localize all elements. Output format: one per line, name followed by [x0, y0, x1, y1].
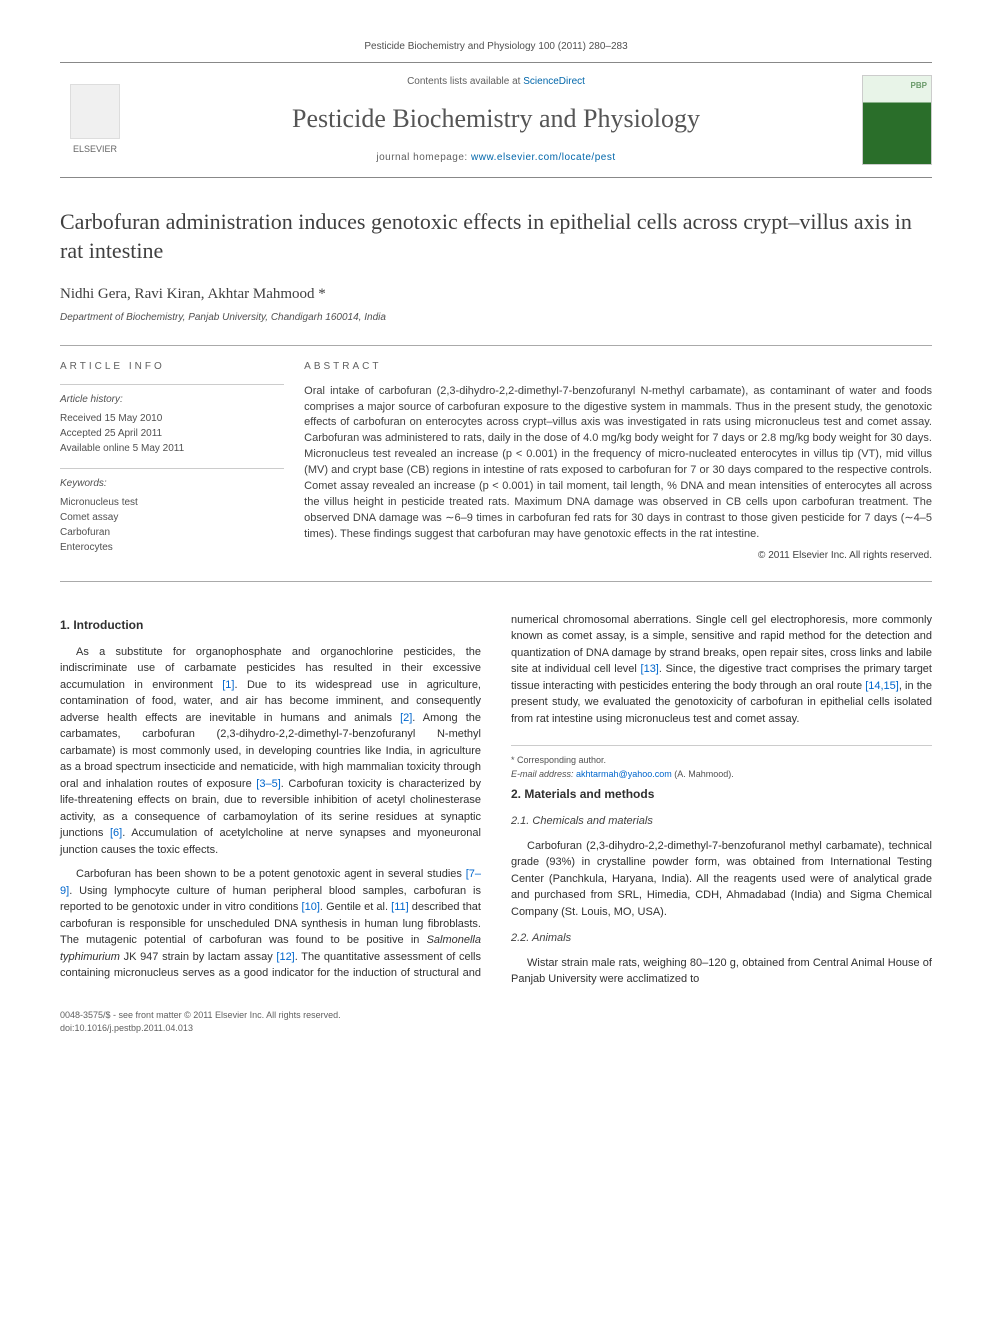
keyword-1: Micronucleus test	[60, 495, 284, 510]
homepage-prefix: journal homepage:	[376, 152, 471, 163]
article-info-label: ARTICLE INFO	[60, 360, 284, 374]
article-authors: Nidhi Gera, Ravi Kiran, Akhtar Mahmood *	[60, 284, 932, 305]
email-label: E-mail address:	[511, 769, 576, 779]
homepage-url[interactable]: www.elsevier.com/locate/pest	[471, 152, 616, 163]
heading-introduction: 1. Introduction	[60, 616, 481, 634]
article-affiliation: Department of Biochemistry, Panjab Unive…	[60, 311, 932, 325]
heading-methods: 2. Materials and methods	[511, 785, 932, 803]
ref-13[interactable]: [13]	[641, 663, 659, 675]
contents-available-line: Contents lists available at ScienceDirec…	[130, 75, 862, 89]
elsevier-tree-icon	[70, 84, 120, 139]
email-line: E-mail address: akhtarmah@yahoo.com (A. …	[511, 768, 932, 782]
article-body: 1. Introduction As a substitute for orga…	[60, 612, 932, 989]
ref-6[interactable]: [6]	[110, 827, 122, 839]
footer-front-matter: 0048-3575/$ - see front matter © 2011 El…	[60, 1009, 932, 1023]
history-available: Available online 5 May 2011	[60, 441, 284, 456]
subheading-animals: 2.2. Animals	[511, 930, 932, 947]
keyword-2: Comet assay	[60, 510, 284, 525]
info-abstract-row: ARTICLE INFO Article history: Received 1…	[60, 345, 932, 582]
history-received: Received 15 May 2010	[60, 411, 284, 426]
contents-prefix: Contents lists available at	[407, 76, 523, 87]
footer-doi: doi:10.1016/j.pestbp.2011.04.013	[60, 1022, 932, 1036]
p2e: JK 947 strain by lactam assay	[120, 951, 276, 963]
journal-name: Pesticide Biochemistry and Physiology	[130, 101, 862, 137]
keywords-heading: Keywords:	[60, 477, 284, 491]
keywords-block: Keywords: Micronucleus test Comet assay …	[60, 468, 284, 555]
keyword-3: Carbofuran	[60, 525, 284, 540]
journal-header-center: Contents lists available at ScienceDirec…	[130, 75, 862, 165]
abstract-column: ABSTRACT Oral intake of carbofuran (2,3-…	[304, 360, 932, 567]
corr-author-line: * Corresponding author.	[511, 754, 932, 768]
elsevier-label: ELSEVIER	[73, 143, 117, 156]
document-footer: 0048-3575/$ - see front matter © 2011 El…	[60, 1009, 932, 1036]
animals-para: Wistar strain male rats, weighing 80–120…	[511, 955, 932, 988]
article-info-column: ARTICLE INFO Article history: Received 1…	[60, 360, 304, 567]
ref-14-15[interactable]: [14,15]	[865, 680, 899, 692]
p1e: . Accumulation of acetylcholine at nerve…	[60, 827, 481, 856]
intro-para-1: As a substitute for organophosphate and …	[60, 644, 481, 859]
ref-3-5[interactable]: [3–5]	[256, 778, 280, 790]
chemicals-para: Carbofuran (2,3-dihydro-2,2-dimethyl-7-b…	[511, 838, 932, 921]
abstract-copyright: © 2011 Elsevier Inc. All rights reserved…	[304, 549, 932, 563]
email-address[interactable]: akhtarmah@yahoo.com	[576, 769, 672, 779]
article-history-block: Article history: Received 15 May 2010 Ac…	[60, 384, 284, 456]
sciencedirect-link[interactable]: ScienceDirect	[523, 76, 585, 87]
p2a: Carbofuran has been shown to be a potent…	[76, 868, 466, 880]
ref-12[interactable]: [12]	[276, 951, 294, 963]
ref-1[interactable]: [1]	[222, 679, 234, 691]
p2c: . Gentile et al.	[320, 901, 391, 913]
elsevier-logo: ELSEVIER	[60, 80, 130, 160]
abstract-text: Oral intake of carbofuran (2,3-dihydro-2…	[304, 384, 932, 543]
journal-homepage-line: journal homepage: www.elsevier.com/locat…	[130, 151, 862, 165]
corresponding-author-footnote: * Corresponding author. E-mail address: …	[511, 745, 932, 781]
email-suffix: (A. Mahmood).	[672, 769, 734, 779]
subheading-chemicals: 2.1. Chemicals and materials	[511, 813, 932, 830]
journal-cover-thumbnail	[862, 75, 932, 165]
ref-10[interactable]: [10]	[302, 901, 320, 913]
journal-citation: Pesticide Biochemistry and Physiology 10…	[60, 40, 932, 54]
ref-2[interactable]: [2]	[400, 712, 412, 724]
keyword-4: Enterocytes	[60, 540, 284, 555]
ref-11[interactable]: [11]	[391, 901, 409, 913]
article-title: Carbofuran administration induces genoto…	[60, 208, 932, 265]
journal-header-box: ELSEVIER Contents lists available at Sci…	[60, 62, 932, 178]
abstract-label: ABSTRACT	[304, 360, 932, 374]
history-heading: Article history:	[60, 393, 284, 407]
history-accepted: Accepted 25 April 2011	[60, 426, 284, 441]
